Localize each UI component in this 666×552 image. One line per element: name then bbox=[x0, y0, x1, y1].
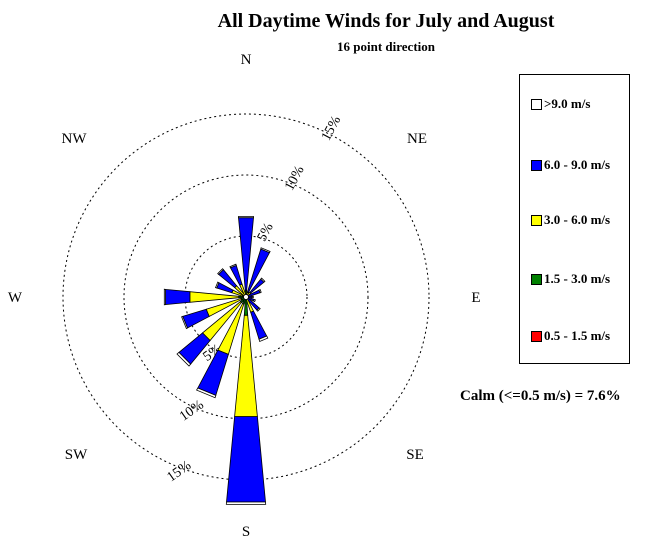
bar-n-bin0 bbox=[237, 216, 255, 219]
direction-label-nw: NW bbox=[62, 131, 88, 147]
legend-label-1p5-3: 1.5 - 3.0 m/s bbox=[544, 271, 611, 286]
direction-label-w: W bbox=[8, 290, 23, 306]
ring-label-10-upper: 10% bbox=[177, 397, 207, 424]
legend-label-0p5-1p5: 0.5 - 1.5 m/s bbox=[544, 328, 611, 343]
direction-label-n: N bbox=[241, 52, 252, 68]
ring-15 bbox=[62, 113, 430, 481]
bar-ene-bin0 bbox=[258, 288, 262, 294]
ring-label-15-upper: 15% bbox=[165, 458, 195, 485]
direction-label-sw: SW bbox=[65, 447, 88, 463]
legend: >9.0 m/s 6.0 - 9.0 m/s 3.0 - 6.0 m/s 1.5… bbox=[519, 74, 630, 364]
bar-w-bin0 bbox=[163, 288, 166, 306]
chart-title: All Daytime Winds for July and August bbox=[217, 10, 555, 32]
ring-label-10-lower: 10% bbox=[282, 163, 307, 193]
bar-ne-bin0 bbox=[260, 277, 266, 283]
direction-label-e: E bbox=[471, 290, 480, 306]
legend-item-6-9: 6.0 - 9.0 m/s bbox=[531, 157, 610, 173]
direction-label-se: SE bbox=[406, 447, 424, 463]
bar-wnw-bin0 bbox=[214, 281, 220, 289]
legend-label-6-9: 6.0 - 9.0 m/s bbox=[544, 157, 611, 172]
bar-s-bin2 bbox=[234, 314, 258, 418]
direction-label-ne: NE bbox=[407, 131, 427, 147]
bar-w-bin2 bbox=[189, 291, 240, 303]
bar-w-bin1 bbox=[165, 288, 191, 306]
ring-label-15-lower: 15% bbox=[319, 113, 344, 143]
legend-swatch-0p5-1p5 bbox=[531, 330, 542, 342]
bar-s-bin0 bbox=[225, 501, 267, 505]
bar-ese-bin0 bbox=[253, 299, 256, 303]
calm-readout: Calm (<=0.5 m/s) = 7.6% bbox=[460, 388, 621, 404]
legend-item-0p5-1p5: 0.5 - 1.5 m/s bbox=[531, 328, 610, 344]
legend-swatch-6-9 bbox=[531, 159, 542, 171]
legend-label-gt9: >9.0 m/s bbox=[544, 96, 591, 111]
bar-s-bin1 bbox=[226, 416, 266, 503]
legend-label-3-6: 3.0 - 6.0 m/s bbox=[544, 212, 611, 227]
legend-item-gt9: >9.0 m/s bbox=[531, 96, 590, 112]
bar-ssw-bin0 bbox=[196, 387, 217, 399]
bar-wsw-bin0 bbox=[181, 315, 189, 330]
chart-subtitle: 16 point direction bbox=[337, 39, 435, 54]
bar-nne-bin0 bbox=[260, 247, 271, 254]
legend-swatch-gt9 bbox=[531, 98, 542, 110]
legend-swatch-3-6 bbox=[531, 214, 542, 226]
bar-sse-bin1 bbox=[250, 310, 268, 340]
direction-label-s: S bbox=[242, 524, 250, 540]
legend-swatch-1p5-3 bbox=[531, 273, 542, 285]
bar-nnw-bin0 bbox=[229, 263, 237, 269]
center-marker bbox=[243, 294, 249, 300]
bar-se-bin0 bbox=[256, 307, 261, 312]
bar-sse-bin0 bbox=[258, 335, 269, 343]
ring-label-5-lower: 5% bbox=[255, 220, 277, 244]
legend-item-1p5-3: 1.5 - 3.0 m/s bbox=[531, 271, 610, 287]
bar-nw-bin0 bbox=[217, 268, 224, 275]
legend-item-3-6: 3.0 - 6.0 m/s bbox=[531, 212, 610, 228]
bar-e-bin0 bbox=[251, 295, 254, 299]
bar-sw-bin0 bbox=[176, 351, 192, 367]
